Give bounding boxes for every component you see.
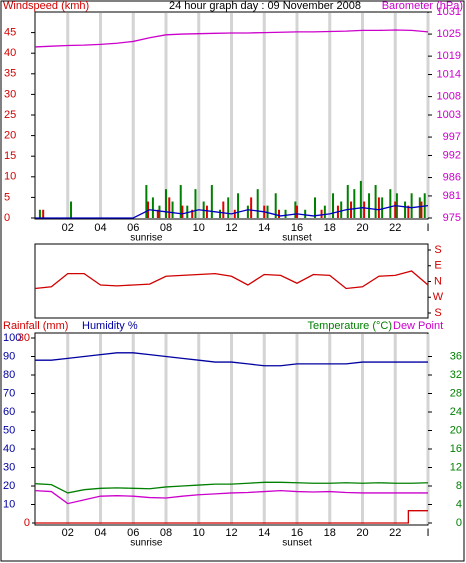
y-tick-label: 32 [450, 369, 462, 381]
x-tick-label: 08 [160, 527, 172, 539]
y-tick-label: 80 [3, 369, 15, 381]
x-tick-label: 08 [160, 222, 172, 234]
y-tick-label: 40 [4, 47, 16, 59]
y-tick-label: 1008 [437, 91, 461, 103]
x-tick-label: I [426, 527, 429, 539]
y-tick-label: 30 [4, 88, 16, 100]
y-axis-label: Windspeed (kmh) [3, 0, 89, 12]
y-tick-label: 1019 [437, 50, 461, 62]
x-tick-label: 22 [389, 222, 401, 234]
line-series [34, 481, 429, 494]
y-tick-label: E [434, 260, 441, 272]
y-tick-label: 36 [450, 350, 462, 362]
annotation: sunset [282, 538, 312, 549]
x-tick-label: 20 [356, 527, 368, 539]
y-tick-label: 0 [4, 212, 10, 224]
y-tick-label: 20 [4, 130, 16, 142]
y-tick-label: 5 [4, 191, 10, 203]
y-tick-label: 986 [443, 171, 461, 183]
y-tick-label: 40 [3, 443, 15, 455]
legend-temperature: Temperature (°C) [308, 320, 392, 332]
y-tick-label: 1003 [437, 109, 461, 121]
y-tick-label: 100 [3, 332, 21, 344]
x-tick-label: 14 [258, 222, 270, 234]
y-tick-label: 30 [3, 461, 15, 473]
legend-rain: Rainfall (mm) [3, 320, 68, 332]
x-tick-label: 20 [356, 222, 368, 234]
x-tick-label: 02 [62, 222, 74, 234]
line-series [34, 270, 429, 290]
y-tick-label: 24 [450, 406, 462, 418]
line-series [34, 489, 428, 505]
y2-axis-label: Barometer (hPa) [382, 0, 463, 12]
legend-dew-point: Dew Point [393, 320, 443, 332]
y-tick-label: 20 [450, 424, 462, 436]
y-tick-label: 10 [4, 171, 16, 183]
y-tick-label: 16 [450, 443, 462, 455]
y-tick-label: 12 [450, 461, 462, 473]
y-tick-label: 60 [3, 406, 15, 418]
line-series [35, 352, 428, 367]
annotation: sunrise [130, 538, 163, 549]
y-tick-label: 50 [3, 424, 15, 436]
x-tick-label: 10 [193, 527, 205, 539]
x-tick-label: 16 [291, 527, 303, 539]
x-tick-label: 14 [258, 527, 270, 539]
y-tick-label: W [433, 291, 444, 303]
x-tick-label: 06 [127, 222, 139, 234]
line-series [35, 204, 429, 219]
x-tick-label: 04 [94, 222, 106, 234]
y-tick-label: 25 [4, 109, 16, 121]
y-tick-label: 45 [4, 27, 16, 39]
x-tick-label: 22 [389, 527, 401, 539]
x-tick-label: 16 [291, 222, 303, 234]
y-tick-label: 8 [456, 480, 462, 492]
x-tick-label: 04 [94, 527, 106, 539]
annotation: sunrise [130, 233, 163, 244]
y-tick-label: 90 [3, 350, 15, 362]
y-tick-label: 70 [3, 387, 15, 399]
legend-humidity: Humidity % [82, 320, 138, 332]
y-tick-label: 0 [24, 517, 30, 529]
x-tick-label: 18 [324, 222, 336, 234]
y-tick-label: 1014 [437, 68, 461, 80]
line-series [34, 29, 429, 48]
y-tick-label: 35 [4, 68, 16, 80]
y-tick-label: 997 [443, 131, 461, 143]
annotation: sunset [282, 233, 312, 244]
y-tick-label: 0 [456, 517, 462, 529]
x-tick-label: 02 [62, 527, 74, 539]
chart-title: 24 hour graph day : 09 November 2008 [169, 0, 361, 12]
y-tick-label: 10 [3, 498, 15, 510]
y-tick-label: 30 [18, 332, 30, 344]
y-tick-label: 975 [443, 212, 461, 224]
y-tick-label: 28 [450, 387, 462, 399]
x-tick-label: 18 [324, 527, 336, 539]
x-tick-label: 10 [193, 222, 205, 234]
y-tick-label: S [434, 307, 441, 319]
x-tick-label: 12 [225, 222, 237, 234]
y-tick-label: 981 [443, 190, 461, 202]
y-tick-label: 1025 [437, 28, 461, 40]
y-tick-label: 992 [443, 149, 461, 161]
y-tick-label: 20 [3, 480, 15, 492]
plot-frame [34, 243, 429, 319]
x-tick-label: 12 [225, 527, 237, 539]
y-tick-label: 15 [4, 150, 16, 162]
y-tick-label: 4 [456, 498, 462, 510]
x-tick-label: 06 [127, 527, 139, 539]
x-tick-label: I [426, 222, 429, 234]
y-tick-label: S [434, 244, 441, 256]
line-series [35, 510, 428, 524]
y-tick-label: 1031 [437, 6, 461, 18]
y-tick-label: N [434, 275, 442, 287]
